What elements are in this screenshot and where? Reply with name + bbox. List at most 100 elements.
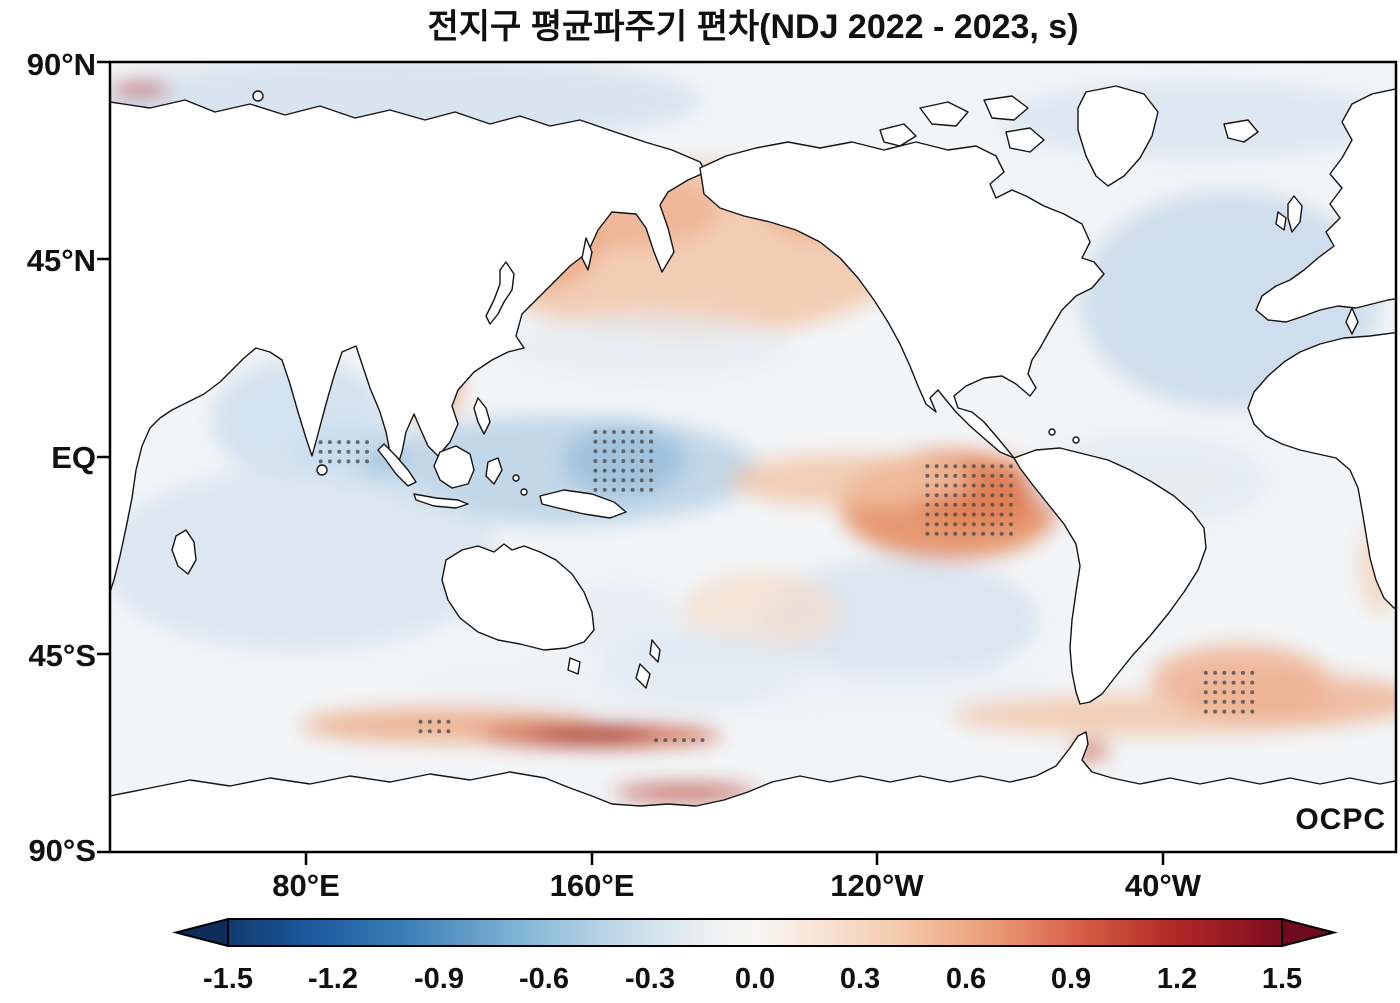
lat-label-eq: EQ <box>51 440 96 475</box>
stipple-dot <box>437 719 442 724</box>
stipple-dot <box>934 483 939 488</box>
land-south-america <box>1013 447 1207 705</box>
continents <box>110 85 1396 852</box>
stipple-dot <box>962 512 967 517</box>
land-borneo <box>433 445 475 489</box>
stipple-dot <box>1231 680 1236 685</box>
stipple-dot <box>337 459 342 464</box>
stipple-dot <box>639 478 644 483</box>
land-greenland <box>1077 85 1159 187</box>
stipple-dot <box>1240 680 1245 685</box>
stipple-dot <box>621 439 626 444</box>
stipple-dot <box>934 512 939 517</box>
stipple-dot <box>990 512 995 517</box>
stipple-dot <box>953 531 958 536</box>
stipple-dot <box>934 464 939 469</box>
land-new-guinea <box>539 489 627 519</box>
stipple-dot <box>999 464 1004 469</box>
stipple-dot <box>962 493 967 498</box>
stipple-dot <box>1213 690 1218 695</box>
lon-label-40w: 40°W <box>1125 868 1202 903</box>
stipple-dot <box>962 531 967 536</box>
stipple-dot <box>621 487 626 492</box>
stipple-dot <box>1213 699 1218 704</box>
colorbar-label: 1.5 <box>1262 963 1302 995</box>
stipple-dot <box>1222 709 1227 714</box>
stipple-dot <box>649 478 654 483</box>
stipple-dot <box>593 459 598 463</box>
land-europe <box>1255 88 1396 323</box>
stipple-dot <box>925 483 930 488</box>
stipple-dot <box>934 531 939 536</box>
stipple-dot <box>999 512 1004 517</box>
stipple-dot <box>621 459 626 463</box>
stipple-dot <box>346 440 351 445</box>
anomaly-region-southern-ocean-strong-warm-core <box>531 729 653 742</box>
stipple-dot <box>925 464 930 469</box>
land-africa-west <box>1247 331 1396 610</box>
stipple-dot <box>990 531 995 536</box>
colorbar-label: 0.3 <box>840 963 880 995</box>
stipple-dot <box>1008 512 1013 517</box>
stipple-dot <box>944 522 948 527</box>
stipple-dot <box>1231 690 1236 695</box>
stipple-dot <box>944 512 948 517</box>
stipple-dot <box>602 478 607 483</box>
stipple-dot <box>612 449 616 454</box>
stipple-dot <box>1250 690 1255 695</box>
stipple-dot <box>1008 493 1013 498</box>
stipple-dot <box>999 483 1004 488</box>
stipple-dot <box>999 473 1004 478</box>
land-madagascar <box>171 529 197 575</box>
stipple-dot <box>630 478 635 483</box>
stipple-dot <box>981 512 986 517</box>
land-sumatra <box>377 443 417 487</box>
colorbar-label: 1.2 <box>1157 963 1197 995</box>
stipple-dot <box>682 738 686 743</box>
stipple-dot <box>981 464 986 469</box>
stipple-dot <box>327 449 332 454</box>
land-java <box>413 493 469 509</box>
colorbar-label: -0.3 <box>625 963 675 995</box>
stipple-dot <box>621 478 626 483</box>
land-sulawesi <box>485 457 503 485</box>
land-svalbard <box>252 90 264 102</box>
anomaly-region-arctic-warm-sliver <box>110 83 170 98</box>
stipple-dot <box>621 468 626 473</box>
stipple-dot <box>999 522 1004 527</box>
stipple-dot <box>691 738 696 743</box>
stipple-dot <box>944 493 948 498</box>
stipple-dot <box>990 522 995 527</box>
stipple-dot <box>925 502 930 507</box>
colorbar-label: -0.9 <box>414 963 464 995</box>
land-eurasia-africa <box>110 99 707 593</box>
stipple-dot <box>953 522 958 527</box>
stipple-dot <box>612 459 616 463</box>
stipple-dot <box>953 493 958 498</box>
colorbar-label: -1.2 <box>308 963 358 995</box>
stipple-dot <box>953 483 958 488</box>
stipple-dot <box>981 483 986 488</box>
stipple-dot <box>971 522 976 527</box>
stipple-dot <box>944 531 948 536</box>
stipple-dot <box>318 440 323 445</box>
colorbar-label: -1.5 <box>203 963 253 995</box>
stipple-dot <box>934 493 939 498</box>
stipple-dot <box>981 502 986 507</box>
stipple-dot <box>1240 690 1245 695</box>
stipple-dot <box>1222 690 1227 695</box>
stipple-dot <box>962 473 967 478</box>
land-caribbean-island <box>1072 436 1080 444</box>
stipple-dot <box>427 719 432 724</box>
land-arctic-island <box>1005 127 1045 153</box>
stipple-dot <box>1231 699 1236 704</box>
colorbar-gradient-bar <box>227 918 1283 947</box>
ocpc-logo: OCPC <box>1295 803 1386 836</box>
land-sri-lanka <box>316 464 328 476</box>
lon-label-160e: 160°E <box>550 868 635 903</box>
stipple-dot <box>971 493 976 498</box>
stipple-dot <box>1203 670 1208 675</box>
stipple-dot <box>654 738 659 743</box>
stipple-dot <box>1213 709 1218 714</box>
stipple-dot <box>639 487 644 492</box>
